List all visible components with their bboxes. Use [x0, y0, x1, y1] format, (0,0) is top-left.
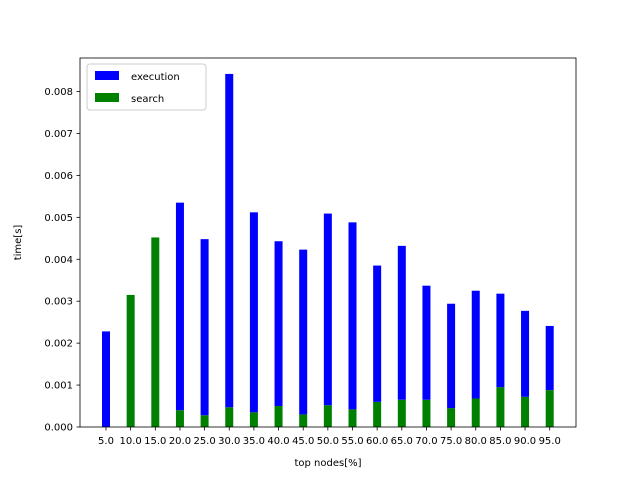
bar-search — [348, 409, 357, 427]
bar-search — [521, 396, 530, 427]
legend-swatch-search — [95, 93, 119, 102]
bar-execution — [225, 73, 234, 408]
bar-search — [200, 415, 209, 427]
legend-label-search: search — [131, 94, 164, 105]
bar-search — [323, 405, 332, 427]
bar-search — [496, 387, 505, 427]
y-tick-label: 0.001 — [44, 381, 73, 392]
bar-execution — [299, 249, 308, 415]
bar-search — [225, 407, 234, 427]
x-tick-label: 30.0 — [218, 436, 240, 447]
x-tick-label: 60.0 — [366, 436, 388, 447]
x-tick-label: 45.0 — [292, 436, 314, 447]
plot-area-frame — [79, 57, 577, 428]
bar-execution — [447, 303, 456, 409]
bar-search — [249, 412, 258, 427]
y-tick-label: 0.002 — [44, 339, 73, 350]
bar-search — [373, 401, 382, 427]
y-axis-ticks: 0.000 0.001 0.002 0.003 0.004 0.005 0.006 0.007… — [44, 87, 80, 434]
y-tick-label: 0.000 — [44, 423, 73, 434]
bar-search — [299, 414, 308, 427]
bar-search — [397, 399, 406, 427]
x-tick-label: 25.0 — [193, 436, 215, 447]
y-tick-label: 0.006 — [44, 171, 73, 182]
bar-search — [447, 408, 456, 427]
bar-search — [471, 398, 480, 427]
x-tick-label: 95.0 — [539, 436, 561, 447]
bar-execution — [274, 241, 283, 407]
y-tick-label: 0.003 — [44, 297, 73, 308]
bar-search — [126, 294, 135, 427]
x-tick-label: 55.0 — [341, 436, 363, 447]
bar-execution — [373, 265, 382, 402]
x-tick-label: 5.0 — [98, 436, 114, 447]
bar-execution — [249, 212, 258, 413]
legend-label-execution: execution — [131, 72, 180, 83]
bar-execution — [422, 285, 431, 400]
bar-execution — [200, 239, 209, 416]
y-axis-label: time[s] — [13, 225, 24, 261]
bar-search — [545, 390, 554, 427]
x-tick-label: 40.0 — [267, 436, 289, 447]
y-tick-label: 0.004 — [44, 255, 73, 266]
x-tick-label: 20.0 — [169, 436, 191, 447]
bar-execution — [545, 325, 554, 391]
bar-search — [422, 399, 431, 427]
x-tick-label: 35.0 — [243, 436, 265, 447]
legend: execution search — [86, 63, 207, 111]
x-tick-label: 15.0 — [144, 436, 166, 447]
bar-execution — [323, 213, 332, 406]
x-tick-label: 85.0 — [489, 436, 511, 447]
x-axis-label: top nodes[%] — [294, 458, 361, 469]
x-axis-ticks: 5.0 10.0 15.0 20.0 25.0 30.0 35.0 40.0 45.0 50.0 5… — [98, 427, 561, 447]
bars-group — [102, 73, 554, 427]
x-tick-label: 10.0 — [120, 436, 142, 447]
bar-execution — [471, 290, 480, 399]
x-tick-label: 80.0 — [465, 436, 487, 447]
bar-execution — [397, 245, 406, 400]
x-tick-label: 65.0 — [391, 436, 413, 447]
x-tick-label: 90.0 — [514, 436, 536, 447]
bar-execution — [102, 331, 110, 427]
bar-search — [175, 410, 184, 427]
bar-search — [274, 406, 283, 427]
bar-execution — [496, 293, 505, 388]
y-tick-label: 0.007 — [44, 129, 73, 140]
bar-execution — [348, 222, 357, 410]
y-tick-label: 0.005 — [44, 213, 73, 224]
bar-execution — [521, 310, 530, 397]
bar-execution — [175, 202, 184, 411]
y-tick-label: 0.008 — [44, 87, 73, 98]
legend-swatch-execution — [95, 71, 119, 80]
bar-search — [151, 237, 160, 427]
x-tick-label: 70.0 — [415, 436, 437, 447]
x-tick-label: 50.0 — [317, 436, 339, 447]
x-tick-label: 75.0 — [440, 436, 462, 447]
